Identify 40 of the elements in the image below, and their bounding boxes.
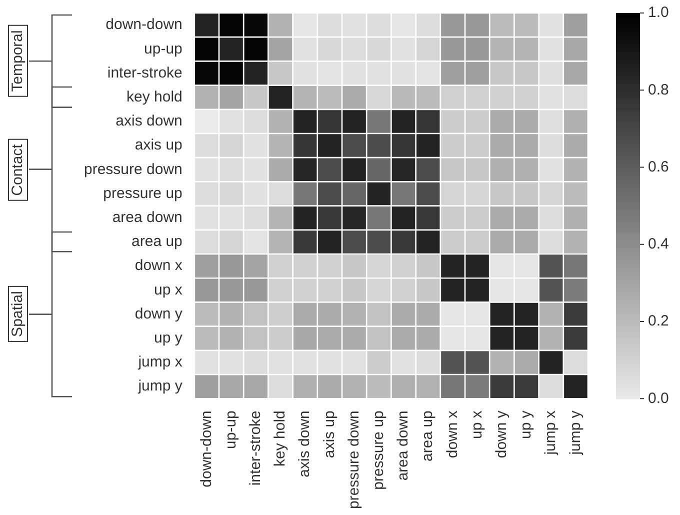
y-tick-label: down y [134,305,183,322]
x-tick-label: axis down [296,410,314,478]
text: Spatial [8,286,28,342]
x-tick-label: key hold [272,410,289,466]
y-tick-label: pressure down [84,160,182,178]
x-tick-label: axis up [320,410,338,458]
x-tick-label: pressure up [370,410,388,490]
y-tick-label: jump y [137,378,183,395]
y-tick-label: key hold [126,88,182,106]
y-tick-label: axis up [134,136,182,154]
color-bar-label: 0.0 [648,390,669,407]
color-bar-label: 0.2 [648,312,669,330]
x-tick-label: area down [394,410,412,481]
x-tick-label: area up [419,410,436,462]
x-tick-label: up y [518,410,535,439]
x-tick-label: inter-stroke [247,410,264,486]
text: Contact [8,138,28,200]
y-tick-label: inter-stroke [107,64,182,82]
color-bar-label: 0.8 [648,81,669,98]
y-tick-label: down-down [106,16,182,34]
y-tick-label: axis down [116,112,182,130]
y-tick-label: area down [112,209,182,226]
y-tick-label: area up [132,233,182,250]
text: Temporal [8,25,28,98]
color-bar-label: 0.4 [648,236,669,253]
y-tick-label: up x [154,281,183,298]
color-bar-label: 0.6 [648,158,669,176]
x-tick-label: up x [468,410,486,439]
color-bar-label: 1.0 [648,4,669,22]
x-tick-label: jump x [542,410,560,456]
x-tick-label: up-up [222,410,240,449]
x-tick-label: jump y [566,410,584,456]
x-tick-label: pressure down [345,410,362,510]
y-tick-label: up-up [144,40,182,58]
y-tick-label: pressure up [103,184,182,202]
y-tick-label: jump x [137,354,183,371]
x-tick-label: down x [444,410,461,458]
y-tick-label: up y [154,330,183,346]
y-tick-label: down x [134,257,183,274]
x-tick-label: down y [493,410,510,458]
